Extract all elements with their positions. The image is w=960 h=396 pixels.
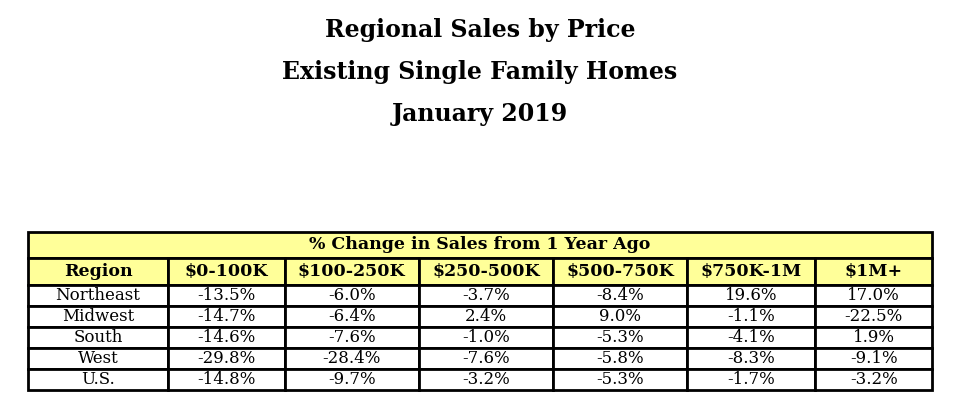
Text: 9.0%: 9.0% — [599, 308, 641, 325]
Text: 1.9%: 1.9% — [852, 329, 895, 346]
Text: 2.4%: 2.4% — [465, 308, 507, 325]
Bar — [284, 369, 419, 390]
Text: South: South — [73, 329, 123, 346]
Text: -5.3%: -5.3% — [596, 371, 644, 388]
Bar — [168, 258, 284, 285]
Text: -14.8%: -14.8% — [197, 371, 255, 388]
Bar — [419, 285, 553, 306]
Bar — [28, 369, 168, 390]
Text: -8.3%: -8.3% — [728, 350, 775, 367]
Text: -9.1%: -9.1% — [850, 350, 898, 367]
Text: -9.7%: -9.7% — [328, 371, 375, 388]
Bar — [815, 348, 932, 369]
Bar — [687, 285, 815, 306]
Text: U.S.: U.S. — [81, 371, 115, 388]
Bar — [815, 258, 932, 285]
Text: -4.1%: -4.1% — [728, 329, 775, 346]
Text: -5.8%: -5.8% — [596, 350, 644, 367]
Text: Northeast: Northeast — [56, 287, 140, 304]
Text: % Change in Sales from 1 Year Ago: % Change in Sales from 1 Year Ago — [309, 236, 651, 253]
Bar — [28, 258, 168, 285]
Text: $250-500K: $250-500K — [432, 263, 540, 280]
Text: -28.4%: -28.4% — [323, 350, 381, 367]
Bar — [168, 348, 284, 369]
Bar — [687, 327, 815, 348]
Text: Regional Sales by Price: Regional Sales by Price — [324, 18, 636, 42]
Text: -14.7%: -14.7% — [197, 308, 255, 325]
Bar — [28, 306, 168, 327]
Bar — [168, 369, 284, 390]
Bar — [553, 258, 687, 285]
Bar — [815, 327, 932, 348]
Bar — [28, 348, 168, 369]
Bar — [168, 306, 284, 327]
Text: $500-750K: $500-750K — [566, 263, 674, 280]
Bar — [553, 285, 687, 306]
Text: -3.2%: -3.2% — [850, 371, 898, 388]
Bar — [419, 327, 553, 348]
Text: $1M+: $1M+ — [845, 263, 902, 280]
Bar — [553, 369, 687, 390]
Bar — [419, 369, 553, 390]
Bar — [815, 369, 932, 390]
Bar — [284, 327, 419, 348]
Bar — [168, 327, 284, 348]
Text: -3.7%: -3.7% — [462, 287, 510, 304]
Text: West: West — [78, 350, 118, 367]
Text: -3.2%: -3.2% — [462, 371, 510, 388]
Bar — [553, 306, 687, 327]
Bar — [419, 306, 553, 327]
Bar — [815, 285, 932, 306]
Text: -7.6%: -7.6% — [328, 329, 375, 346]
Text: Midwest: Midwest — [61, 308, 134, 325]
Bar — [284, 348, 419, 369]
Text: -29.8%: -29.8% — [197, 350, 255, 367]
Text: $750K-1M: $750K-1M — [701, 263, 802, 280]
Text: Existing Single Family Homes: Existing Single Family Homes — [282, 60, 678, 84]
Text: January 2019: January 2019 — [392, 102, 568, 126]
Bar — [28, 327, 168, 348]
Text: $100-250K: $100-250K — [298, 263, 405, 280]
Bar — [284, 285, 419, 306]
Bar — [28, 285, 168, 306]
Text: -6.4%: -6.4% — [328, 308, 375, 325]
Bar — [553, 348, 687, 369]
Text: -13.5%: -13.5% — [197, 287, 255, 304]
Text: -1.0%: -1.0% — [462, 329, 510, 346]
Text: 19.6%: 19.6% — [725, 287, 778, 304]
Text: -8.4%: -8.4% — [596, 287, 644, 304]
Bar — [553, 327, 687, 348]
Bar — [687, 258, 815, 285]
Bar — [419, 258, 553, 285]
Bar — [284, 258, 419, 285]
Text: -14.6%: -14.6% — [197, 329, 255, 346]
Bar — [284, 306, 419, 327]
Text: -6.0%: -6.0% — [328, 287, 375, 304]
Text: -5.3%: -5.3% — [596, 329, 644, 346]
Bar — [28, 232, 932, 258]
Text: 17.0%: 17.0% — [848, 287, 900, 304]
Bar — [687, 348, 815, 369]
Text: -7.6%: -7.6% — [462, 350, 510, 367]
Bar — [687, 369, 815, 390]
Text: -1.1%: -1.1% — [728, 308, 775, 325]
Text: $0-100K: $0-100K — [184, 263, 268, 280]
Bar — [419, 348, 553, 369]
Bar — [815, 306, 932, 327]
Text: -1.7%: -1.7% — [728, 371, 775, 388]
Bar — [687, 306, 815, 327]
Text: Region: Region — [63, 263, 132, 280]
Bar — [168, 285, 284, 306]
Text: -22.5%: -22.5% — [845, 308, 902, 325]
